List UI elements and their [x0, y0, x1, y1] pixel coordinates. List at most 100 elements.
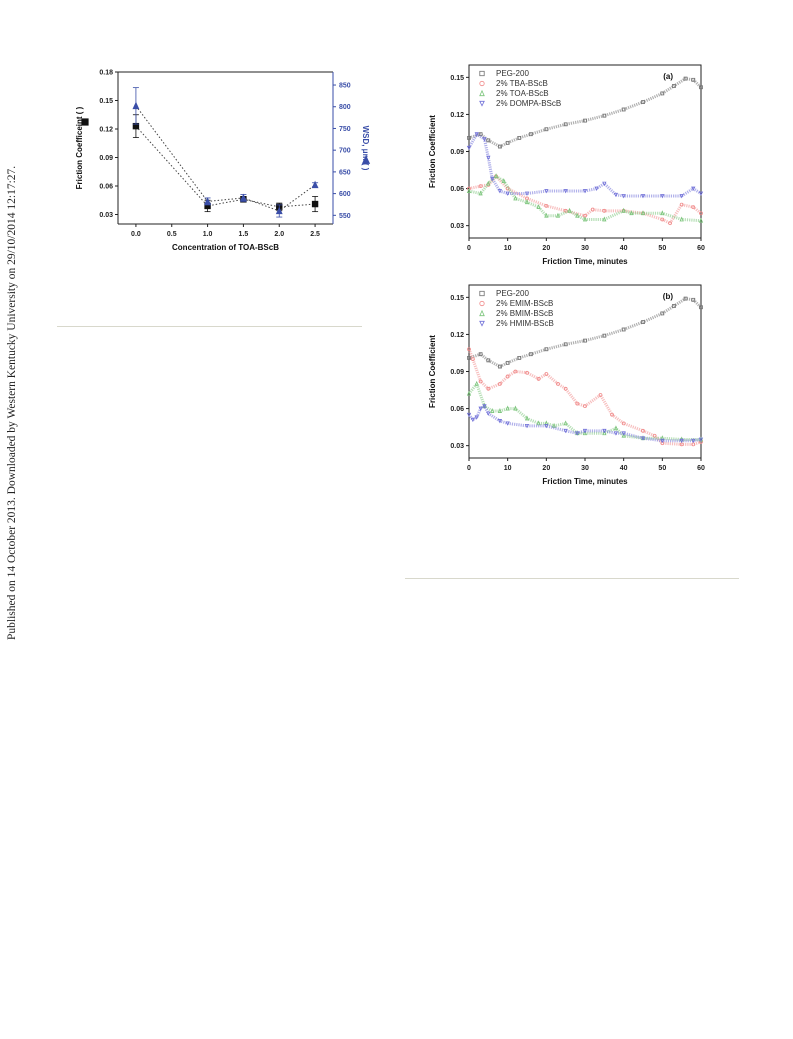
data-point [683, 296, 688, 301]
y2-axis-title: WSD, μm ( ) [361, 126, 370, 171]
x-tick-label: 2.5 [310, 231, 320, 238]
series-line [468, 174, 702, 223]
data-point [497, 189, 503, 194]
data-point [517, 356, 522, 360]
x-tick-label: 50 [658, 245, 666, 252]
x-tick-label: 1.5 [239, 231, 249, 238]
data-point [490, 176, 495, 182]
y-tick-label: 0.09 [450, 369, 464, 376]
data-point [660, 194, 665, 199]
data-point [505, 421, 510, 426]
data-point [204, 197, 212, 205]
data-point [660, 91, 665, 96]
series-line [135, 105, 316, 212]
y-axis-title: Friction Coefficient [428, 335, 437, 408]
data-point [582, 216, 588, 222]
data-point [660, 210, 665, 216]
y-tick-label: 0.06 [99, 184, 113, 191]
data-point [498, 364, 502, 369]
x-axis-title: Concentration of TOA-BScB [172, 243, 279, 252]
x-tick-label: 0.5 [167, 231, 177, 238]
data-point [482, 404, 487, 409]
series-line [467, 132, 702, 198]
y-axis-legend-marker [81, 118, 89, 126]
data-point [672, 84, 676, 88]
legend-label: PEG-200 [496, 69, 529, 78]
data-point [641, 428, 645, 433]
data-point [679, 216, 684, 222]
divider-left [57, 326, 362, 327]
data-point [493, 173, 499, 179]
data-point [544, 212, 549, 218]
data-point [698, 191, 704, 196]
data-point [555, 212, 561, 218]
legend-label: 2% EMIM-BScB [496, 299, 553, 308]
download-notice: Published on 14 October 2013. Downloaded… [6, 165, 18, 640]
y-tick-label: 0.09 [99, 155, 113, 162]
panel-label: (b) [663, 292, 674, 301]
data-point [544, 420, 549, 426]
legend-label: 2% DOMPA-BScB [496, 99, 561, 108]
data-point [641, 320, 645, 324]
data-point [672, 304, 676, 308]
data-point [679, 438, 684, 444]
x-tick-label: 40 [620, 245, 628, 252]
legend-marker [479, 309, 485, 317]
data-point [691, 438, 696, 444]
y-tick-label: 0.03 [450, 443, 464, 450]
data-point [311, 180, 319, 189]
data-point [544, 203, 549, 208]
series-line [467, 382, 701, 441]
data-point [556, 381, 560, 386]
x-tick-label: 40 [620, 465, 628, 472]
data-point [575, 212, 580, 218]
y-tick-label: 0.12 [450, 332, 464, 339]
data-point [691, 186, 696, 191]
y-tick-label: 0.12 [450, 112, 464, 119]
x-tick-label: 10 [504, 245, 512, 252]
legend-label: 2% HMIM-BScB [496, 319, 554, 328]
data-point [683, 76, 688, 81]
y2-tick-label: 700 [339, 148, 351, 155]
data-point [699, 85, 703, 90]
y-tick-label: 0.12 [99, 127, 113, 134]
y2-tick-label: 550 [339, 213, 351, 220]
data-point [486, 358, 491, 363]
friction-wsd-chart: 0.0 0.5 1.0 1.5 2.0 2.5 0.03 0.06 0.09 0.12 0.15 0.… [75, 70, 371, 252]
data-point [567, 207, 572, 213]
data-point [474, 380, 479, 386]
data-point [621, 421, 626, 426]
data-point [498, 144, 502, 149]
x-axis-title: Friction Time, minutes [542, 477, 628, 486]
friction-time-chart-b: 0 10 20 30 40 50 60 0.03 0.06 0.09 0.12 0.15 Frictio… [428, 284, 705, 486]
data-point [482, 137, 487, 142]
data-point [501, 178, 506, 184]
data-point [544, 347, 549, 352]
data-point [583, 118, 587, 123]
data-point [602, 428, 607, 434]
data-point [478, 352, 483, 357]
legend-marker [479, 80, 485, 87]
data-point [668, 221, 672, 226]
data-point [629, 210, 634, 216]
data-point [621, 431, 626, 436]
x-axis-title: Friction Time, minutes [542, 257, 628, 266]
data-point [699, 211, 703, 216]
legend-marker [479, 100, 485, 107]
y-axis-title: Friction Coefficeint ( ) [75, 106, 84, 189]
y-tick-label: 0.03 [450, 223, 464, 230]
panel-label: (a) [663, 72, 673, 81]
data-point [563, 122, 568, 127]
y2-tick-label: 600 [339, 191, 351, 198]
data-point [602, 333, 607, 338]
y2-axis-legend-marker [361, 155, 371, 164]
x-tick-label: 20 [542, 465, 550, 472]
data-point [698, 217, 704, 223]
data-point [613, 192, 619, 198]
x-tick-label: 60 [697, 465, 705, 472]
data-point [536, 204, 541, 210]
data-point [132, 101, 140, 110]
y-axis-title: Friction Coefficient [428, 115, 437, 188]
data-point [275, 206, 283, 215]
series-line [468, 297, 703, 369]
